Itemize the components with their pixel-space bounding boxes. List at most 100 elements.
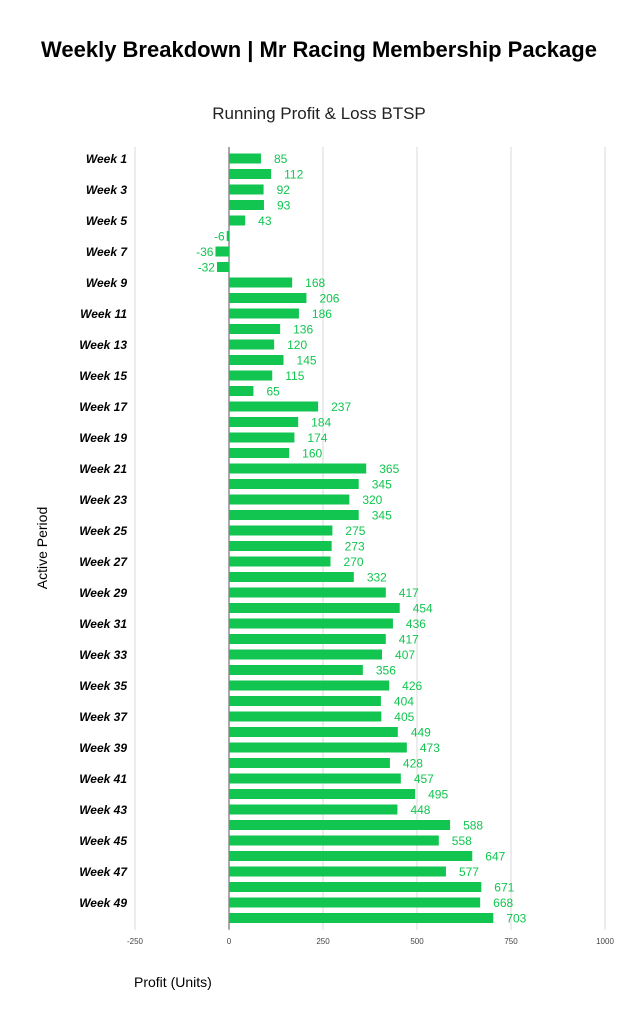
data-label: 93 xyxy=(277,199,291,213)
bar xyxy=(229,556,331,567)
data-label: 120 xyxy=(287,338,307,352)
bar xyxy=(229,866,446,877)
bar xyxy=(229,773,401,784)
data-label: 428 xyxy=(403,757,423,771)
bar xyxy=(229,634,386,644)
category-label: Week 15 xyxy=(79,369,127,383)
category-label: Week 31 xyxy=(79,617,127,631)
bar xyxy=(229,711,382,722)
bar xyxy=(229,479,359,489)
category-label: Week 19 xyxy=(79,431,127,445)
bar xyxy=(229,200,264,210)
data-label: 136 xyxy=(293,323,313,337)
data-label: 160 xyxy=(302,447,322,461)
category-label: Week 27 xyxy=(79,555,128,569)
bar xyxy=(229,897,481,908)
bar xyxy=(229,184,264,195)
bar xyxy=(229,882,482,892)
data-label: 365 xyxy=(379,462,399,476)
x-axis-label: Profit (Units) xyxy=(134,974,212,990)
data-label: 436 xyxy=(406,617,426,631)
data-label: 270 xyxy=(344,555,364,569)
data-label: 449 xyxy=(411,726,431,740)
data-label: 174 xyxy=(307,431,327,445)
x-tick-label: 500 xyxy=(410,937,424,946)
data-label: -36 xyxy=(196,245,214,259)
bar xyxy=(229,169,272,179)
data-label: 454 xyxy=(413,602,433,616)
data-label: 647 xyxy=(485,850,505,864)
bar xyxy=(229,494,350,505)
data-label: 407 xyxy=(395,648,415,662)
x-tick-label: -250 xyxy=(127,937,144,946)
data-label: 417 xyxy=(399,586,419,600)
bar xyxy=(229,820,451,830)
bar xyxy=(229,386,254,396)
data-label: 65 xyxy=(266,385,280,399)
bar xyxy=(229,510,359,520)
data-label: 404 xyxy=(394,695,414,709)
category-label: Week 45 xyxy=(79,834,127,848)
category-label: Week 43 xyxy=(79,803,127,817)
data-label: 588 xyxy=(463,819,483,833)
category-label: Week 1 xyxy=(86,152,127,166)
bar xyxy=(229,789,416,799)
category-label: Week 49 xyxy=(79,896,127,910)
category-label: Week 9 xyxy=(86,276,127,290)
bar xyxy=(226,231,229,241)
bar xyxy=(215,246,229,257)
category-label: Week 37 xyxy=(79,710,128,724)
data-label: 668 xyxy=(493,896,513,910)
bar xyxy=(229,463,367,474)
data-label: 417 xyxy=(399,633,419,647)
data-label: 332 xyxy=(367,571,387,585)
data-label: 237 xyxy=(331,400,351,414)
bar xyxy=(229,618,393,629)
data-label: 356 xyxy=(376,664,396,678)
category-label: Week 47 xyxy=(79,865,128,879)
data-label: 206 xyxy=(319,292,339,306)
bar xyxy=(229,851,473,861)
bar xyxy=(229,913,494,923)
category-label: Week 39 xyxy=(79,741,127,755)
x-tick-label: 0 xyxy=(227,937,232,946)
bar xyxy=(229,742,407,753)
data-label: 320 xyxy=(362,493,382,507)
data-label: 115 xyxy=(285,369,304,383)
bar xyxy=(229,572,354,582)
data-label: 577 xyxy=(459,865,479,879)
category-label: Week 7 xyxy=(86,245,128,259)
x-tick-label: 750 xyxy=(504,937,518,946)
data-label: 457 xyxy=(414,772,434,786)
data-label: 275 xyxy=(345,524,365,538)
x-tick-label: 250 xyxy=(316,937,330,946)
bar xyxy=(229,665,363,675)
category-label: Week 5 xyxy=(86,214,127,228)
chart-title: Weekly Breakdown | Mr Racing Membership … xyxy=(41,37,597,62)
bar xyxy=(229,153,261,164)
bar xyxy=(229,696,381,706)
data-label: 184 xyxy=(311,416,331,430)
category-label: Week 35 xyxy=(79,679,127,693)
chart-subtitle: Running Profit & Loss BTSP xyxy=(212,104,426,123)
bar xyxy=(229,603,400,613)
bar xyxy=(216,262,229,272)
bar xyxy=(229,835,439,846)
data-label: 448 xyxy=(410,803,430,817)
data-label: 85 xyxy=(274,152,288,166)
bar xyxy=(229,308,299,319)
bar xyxy=(229,339,275,350)
bar xyxy=(229,401,319,412)
x-tick-label: 1000 xyxy=(596,937,614,946)
data-label: 405 xyxy=(394,710,414,724)
bar xyxy=(229,215,246,226)
data-label: 345 xyxy=(372,478,392,492)
bar xyxy=(229,525,333,536)
bar xyxy=(229,680,390,691)
category-label: Week 29 xyxy=(79,586,127,600)
bar xyxy=(229,758,390,768)
bar xyxy=(229,293,307,303)
category-label: Week 25 xyxy=(79,524,127,538)
data-label: 426 xyxy=(402,679,422,693)
